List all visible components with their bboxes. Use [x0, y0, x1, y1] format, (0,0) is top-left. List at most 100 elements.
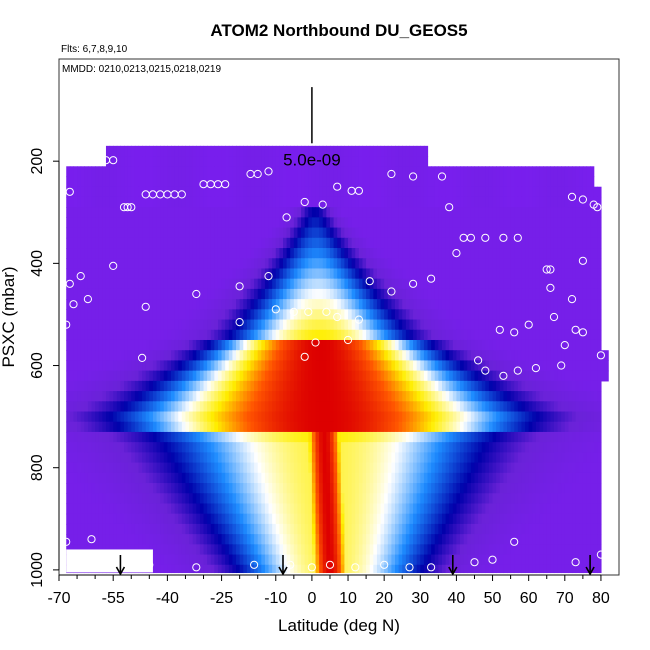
heatmap-cell	[149, 176, 154, 188]
heatmap-cell	[582, 370, 588, 382]
heatmap-cell	[380, 472, 385, 484]
heatmap-cell	[337, 217, 342, 229]
heatmap-cell	[423, 145, 429, 157]
heatmap-cell	[113, 462, 118, 474]
heatmap-cell	[380, 196, 385, 208]
heatmap-cell	[575, 380, 580, 392]
heatmap-cell	[301, 176, 306, 188]
heatmap-cell	[568, 186, 573, 198]
heatmap-cell	[203, 370, 208, 382]
heatmap-cell	[586, 329, 591, 341]
heatmap-cell	[174, 176, 179, 188]
heatmap-cell	[474, 258, 479, 270]
heatmap-cell	[535, 442, 541, 453]
heatmap-cell	[290, 431, 295, 443]
heatmap-cell	[351, 288, 356, 300]
heatmap-cell	[514, 227, 519, 239]
heatmap-cell	[420, 411, 425, 423]
heatmap-cell	[250, 360, 255, 372]
heatmap-cell	[391, 421, 396, 433]
heatmap-cell	[525, 442, 530, 453]
heatmap-cell	[163, 278, 168, 290]
heatmap-cell	[525, 196, 530, 208]
heatmap-cell	[384, 360, 389, 372]
heatmap-cell	[470, 401, 476, 413]
heatmap-cell	[380, 462, 385, 474]
heatmap-cell	[80, 442, 85, 453]
heatmap-cell	[550, 391, 555, 402]
heatmap-cell	[539, 288, 544, 300]
heatmap-cell	[586, 299, 591, 310]
heatmap-cell	[221, 258, 226, 270]
heatmap-cell	[124, 391, 129, 402]
heatmap-cell	[517, 288, 523, 300]
heatmap-cell	[304, 176, 309, 188]
heatmap-cell	[355, 227, 360, 239]
heatmap-cell	[329, 401, 335, 413]
heatmap-cell	[535, 207, 541, 218]
heatmap-cell	[362, 431, 367, 443]
heatmap-cell	[232, 350, 237, 362]
heatmap-cell	[492, 166, 497, 178]
heatmap-cell	[326, 350, 331, 362]
heatmap-cell	[297, 166, 302, 178]
heatmap-cell	[127, 452, 132, 464]
heatmap-cell	[593, 288, 598, 300]
heatmap-cell	[80, 278, 85, 290]
heatmap-cell	[535, 452, 541, 464]
heatmap-cell	[492, 217, 497, 229]
heatmap-cell	[232, 207, 237, 218]
heatmap-cell	[181, 442, 187, 453]
heatmap-cell	[358, 350, 364, 362]
heatmap-cell	[340, 237, 346, 249]
heatmap-cell	[203, 452, 208, 464]
heatmap-cell	[127, 196, 132, 208]
heatmap-cell	[167, 483, 172, 494]
heatmap-cell	[496, 370, 501, 382]
heatmap-cell	[395, 186, 400, 198]
heatmap-cell	[395, 217, 400, 229]
heatmap-cell	[434, 350, 439, 362]
heatmap-cell	[138, 483, 143, 494]
heatmap-cell	[95, 401, 100, 413]
heatmap-cell	[373, 401, 378, 413]
heatmap-cell	[423, 299, 429, 310]
heatmap-cell	[214, 370, 219, 382]
heatmap-cell	[481, 227, 486, 239]
heatmap-cell	[279, 248, 284, 259]
heatmap-cell	[380, 360, 385, 372]
heatmap-cell	[272, 145, 277, 157]
heatmap-cell	[528, 237, 533, 249]
heatmap-cell	[264, 329, 270, 341]
heatmap-cell	[322, 401, 327, 413]
heatmap-cell	[413, 299, 418, 310]
heatmap-cell	[142, 472, 147, 484]
heatmap-cell	[214, 452, 219, 464]
heatmap-cell	[586, 370, 591, 382]
heatmap-cell	[131, 196, 136, 208]
heatmap-cell	[189, 370, 194, 382]
heatmap-cell	[405, 442, 411, 453]
heatmap-cell	[398, 411, 403, 423]
heatmap-cell	[568, 350, 573, 362]
heatmap-cell	[250, 493, 255, 505]
heatmap-cell	[160, 329, 165, 341]
heatmap-cell	[337, 350, 342, 362]
heatmap-cell	[507, 299, 512, 310]
heatmap-cell	[163, 268, 168, 280]
heatmap-cell	[369, 360, 374, 372]
heatmap-cell	[351, 319, 356, 331]
heatmap-cell	[514, 442, 519, 453]
heatmap-cell	[124, 370, 129, 382]
heatmap-cell	[217, 248, 223, 259]
heatmap-cell	[80, 391, 85, 402]
heatmap-cell	[134, 493, 140, 505]
heatmap-cell	[181, 380, 187, 392]
heatmap-cell	[207, 309, 212, 321]
heatmap-cell	[131, 431, 136, 443]
heatmap-cell	[402, 176, 407, 188]
heatmap-cell	[362, 258, 367, 270]
heatmap-cell	[160, 156, 165, 167]
heatmap-cell	[582, 380, 588, 392]
heatmap-cell	[95, 472, 100, 484]
